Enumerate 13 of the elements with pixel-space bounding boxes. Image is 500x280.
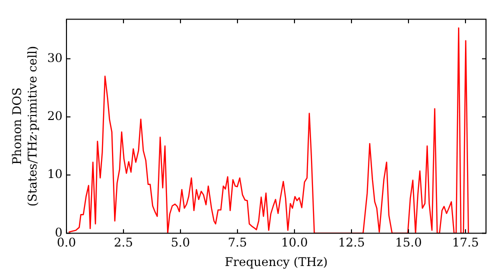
y-tick-label: 30 [47, 50, 62, 65]
x-tick-label: 12.5 [338, 236, 365, 250]
x-tick-label: 2.5 [114, 236, 134, 250]
y-tick-label: 20 [47, 109, 62, 124]
x-tick-label: 5.0 [170, 236, 190, 250]
x-tick-label: 7.5 [228, 236, 248, 250]
x-tick-label: 15.0 [395, 236, 422, 250]
x-tick-label: 10.0 [281, 236, 308, 250]
x-tick-label: 0.0 [56, 236, 76, 250]
x-axis-title: Frequency (THz) [224, 254, 328, 269]
y-axis-title: Phonon DOS (States/THz·primitive cell) [10, 46, 40, 207]
y-tick-label: 10 [47, 167, 62, 182]
x-tick-label: 17.5 [452, 236, 479, 250]
